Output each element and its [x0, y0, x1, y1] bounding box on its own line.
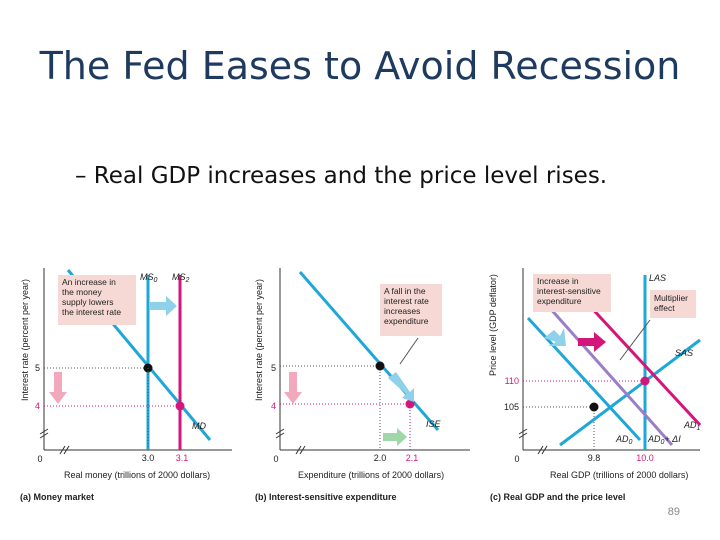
panel-b-rate-arrow [284, 372, 302, 404]
panel-b-xtick-2.1: 2.1 [406, 453, 419, 463]
panel-c-note2-text: Multiplier effect [654, 293, 690, 313]
curve-ad1 [573, 288, 702, 427]
panel-c-note-text: Increase in interest-sensitive expenditu… [537, 276, 603, 306]
panel-b-xtick-2.0: 2.0 [374, 453, 387, 463]
label-ad0: AD0 [615, 434, 633, 446]
panel-a-ytick-5: 5 [35, 363, 40, 373]
label-ad1: AD1 [683, 420, 701, 432]
panel-a-xtick-3.0: 3.0 [142, 453, 155, 463]
label-ad0-plus-di: AD0+ ΔI [647, 434, 681, 446]
panel-c-xtick-9.8: 9.8 [588, 453, 601, 463]
panel-c-di-arrow [544, 328, 566, 346]
panel-c-note [533, 274, 611, 312]
panel-real-gdp-price-level: Price level (GDP deflator) 0 110 105 LAS… [488, 268, 702, 502]
panel-a-note [58, 275, 136, 325]
panel-a-xlabel: Real money (trillions of 2000 dollars) [64, 470, 210, 480]
curve-ad0-plus-di [546, 305, 674, 446]
panel-b-xlabel: Expenditure (trillions of 2000 dollars) [298, 470, 444, 480]
label-md: MD [192, 421, 206, 431]
panel-a-ylabel: Interest rate (percent per year) [20, 279, 30, 401]
panel-c-xlabel: Real GDP (trillions of 2000 dollars) [550, 470, 688, 480]
curve-ad0 [526, 316, 642, 442]
panel-a-ytick-4: 4 [35, 401, 40, 411]
label-ms2: MS2 [172, 272, 190, 284]
point-c-new [640, 376, 650, 386]
page-number: 89 [667, 506, 680, 518]
panel-c-caption: (c) Real GDP and the price level [490, 492, 625, 502]
slide-title: The Fed Eases to Avoid Recession [39, 44, 681, 88]
point-b-new [405, 399, 415, 409]
panel-c-xtick-10.0: 10.0 [636, 453, 654, 463]
panel-b-movement-arrow [388, 372, 414, 402]
panel-interest-sensitive-expenditure: Interest rate (percent per year) 0 5 4 I… [254, 268, 470, 502]
panel-b-ylabel: Interest rate (percent per year) [254, 279, 264, 401]
curve-sas [559, 338, 701, 447]
label-sas: SAS [675, 348, 693, 358]
panel-a-origin: 0 [37, 454, 42, 464]
label-ms0: MS0 [140, 272, 158, 284]
panel-a-xtick-3.1: 3.1 [176, 453, 189, 463]
panel-c-ylabel: Price level (GDP deflator) [488, 274, 498, 376]
panel-c-note2 [650, 290, 696, 318]
panel-b-caption: (b) Interest-sensitive expenditure [255, 492, 397, 502]
panel-b-ytick-4: 4 [271, 401, 276, 411]
panel-a-rate-arrow [49, 372, 67, 404]
panel-c-ytick-110: 110 [505, 376, 519, 386]
panel-a-caption: (a) Money market [20, 492, 94, 502]
panel-a-note-text: An increase in the money supply lowers t… [62, 277, 121, 317]
panel-b-note-text: A fall in the interest rate increases ex… [384, 286, 431, 326]
point-c-initial [589, 402, 599, 412]
panel-b-origin: 0 [273, 454, 278, 464]
bullet-text: – Real GDP increases and the price level… [75, 163, 608, 189]
curve-ise [298, 271, 440, 431]
point-b-initial [375, 361, 385, 371]
panel-c-ytick-105: 105 [504, 402, 519, 412]
label-las: LAS [649, 273, 666, 283]
panel-c-multiplier-arrow [578, 332, 606, 352]
panel-money-market: Interest rate (percent per year) 0 5 4 M… [20, 268, 232, 502]
panel-a-shift-arrow [150, 296, 177, 316]
panel-c-origin: 0 [514, 454, 519, 464]
panel-b-expenditure-arrow [383, 428, 407, 446]
point-a-new [175, 401, 185, 411]
panel-b-ytick-5: 5 [271, 363, 276, 373]
panel-b-note [380, 284, 442, 336]
label-ise: ISE [426, 419, 442, 429]
